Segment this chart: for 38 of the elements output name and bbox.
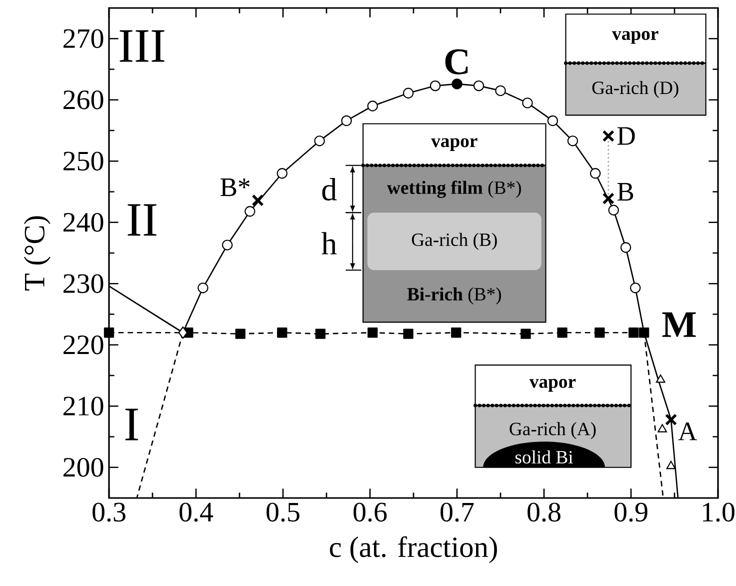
y-tick-label: 230 <box>64 274 104 294</box>
annotation: D <box>617 127 635 145</box>
x-tick-label: 0.4 <box>180 502 214 522</box>
x-axis-title: c (at. fraction) <box>330 536 497 564</box>
x-tick-label: 0.9 <box>614 502 648 522</box>
y-tick-label: 260 <box>64 90 104 110</box>
x-tick-label: 0.8 <box>528 502 560 522</box>
x-tick-label: 0.3 <box>92 502 126 522</box>
annotation: A <box>678 422 698 440</box>
annotation: d <box>322 178 337 201</box>
y-tick-label: 200 <box>64 458 104 477</box>
annotation: B <box>617 183 634 201</box>
annotation: Ga-rich (D) <box>592 80 678 98</box>
y-tick-label: 240 <box>64 212 104 232</box>
annotation: vapor <box>529 378 576 392</box>
x-tick-label: 0.6 <box>354 502 387 522</box>
y-axis-title: T (°C) <box>24 216 50 291</box>
x-tick-label: 0.7 <box>440 502 474 522</box>
annotation: C <box>445 49 468 74</box>
annotation: vapor <box>431 138 478 151</box>
annotation: h <box>321 232 337 254</box>
annotation: Ga-rich (B) <box>412 232 497 250</box>
annotation: III <box>120 30 164 62</box>
y-tick-label: 210 <box>64 396 104 416</box>
y-tick-label: 220 <box>64 335 104 354</box>
y-tick-label: 250 <box>64 152 104 171</box>
y-tick-label: 270 <box>64 29 104 48</box>
annotation: Bi-rich (B*) <box>407 287 502 304</box>
annotation: vapor <box>612 30 658 44</box>
annotation: solid Bi <box>515 450 573 464</box>
annotation: wetting film (B*) <box>387 180 521 198</box>
annotation: M <box>662 312 696 337</box>
x-tick-label: 0.5 <box>266 502 300 522</box>
annotation: II <box>128 204 156 236</box>
x-tick-label: 1.0 <box>702 502 734 522</box>
annotation: I <box>125 408 138 440</box>
annotation: B* <box>220 178 250 196</box>
annotation: Ga-rich (A) <box>510 422 596 440</box>
